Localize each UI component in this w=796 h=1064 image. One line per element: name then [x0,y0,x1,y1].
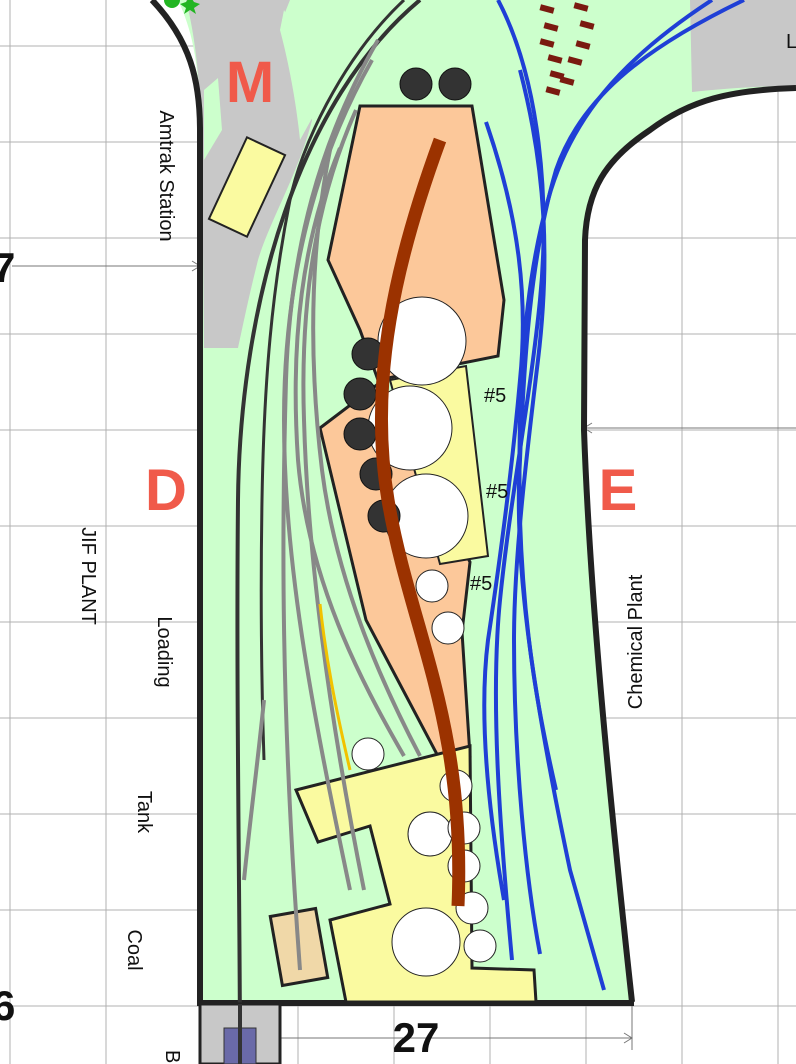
amtrak-station-building [207,136,287,238]
benchwork-edge-right [580,85,796,1003]
label-amtrak-station: Amtrak Station [155,110,177,241]
region-label-m: M [226,50,274,115]
benchwork-edge-left [149,0,634,1006]
trees [164,0,200,14]
turnout-label-1: #5 [484,385,506,407]
dimension-left-7: 7 [0,244,15,291]
bottom-b-section [198,1002,282,1064]
turnout-label-2: #5 [486,481,508,503]
label-tank: Tank [133,791,155,834]
gray-yard-tracks [242,38,422,971]
main-line-track [235,0,422,1064]
main-line-track-2 [259,0,406,761]
station-green-patch [280,10,322,140]
conveyor-belt [375,137,466,907]
dimension-bottom-27: 27 [393,1014,440,1061]
label-loading: Loading [153,616,175,687]
region-label-e: E [599,458,638,523]
storage-tanks [351,296,497,977]
dimension-top-right-l: L [786,31,796,53]
blue-tracks [482,0,745,991]
label-coal: Coal [123,929,145,970]
turnout-label-3: #5 [470,573,492,595]
label-chemical-plant: Chemical Plant [625,574,647,709]
dimension-bottom-b: B [161,1050,183,1063]
region-label-d: D [145,458,187,523]
dimension-left-6: 6 [0,982,15,1029]
yellow-spur-track [318,603,352,771]
railcars [539,2,595,96]
top-right-concrete [690,0,796,92]
station-green-patch-2 [204,78,222,160]
label-jif-plant: JIF PLANT [77,527,99,625]
